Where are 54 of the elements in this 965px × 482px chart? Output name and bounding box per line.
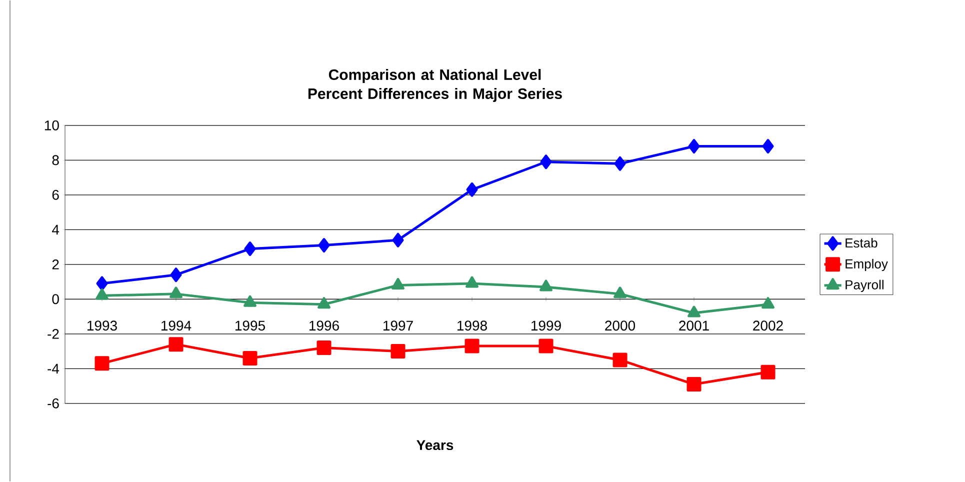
point [688,139,700,154]
x-tick-label: 1993 [88,320,117,331]
point [316,340,332,356]
y-tick-label: -2 [48,329,59,339]
point [96,276,108,291]
point [392,278,404,290]
x-tick-label: 1995 [236,320,265,331]
point [242,351,258,366]
y-tick-label: 6 [52,190,59,200]
x-tick-label: 1996 [310,320,339,331]
y-tick-label: 0 [52,294,59,304]
y-tick-label: -4 [48,364,60,374]
point [612,352,628,368]
x-tick-label: 1994 [162,320,192,331]
x-tick-label: 1997 [384,320,413,331]
point [688,306,700,318]
chart-title: Comparison at National Level Percent Differences in Major Series [308,69,562,102]
x-tick-label: 2000 [605,320,636,331]
point [96,288,108,300]
point [614,156,626,171]
legend-label: Employ [846,259,888,272]
point [686,377,702,392]
point [540,154,552,170]
y-tick-label: 2 [52,260,59,270]
x-tick-label: 2002 [753,320,783,331]
y-tick-label: 10 [44,120,59,130]
point [318,238,330,253]
x-tick-label: 1998 [458,320,487,331]
point [614,286,626,298]
point [466,182,478,198]
x-axis-title: Years [416,440,454,450]
point [540,280,552,292]
x-tick-label: 2001 [679,320,709,331]
x-tick-label: 1999 [532,320,561,331]
point [466,276,478,288]
point [760,364,776,380]
point [94,356,110,371]
y-tick-label: 4 [52,224,60,235]
point [170,268,182,282]
point [318,297,330,309]
point [390,344,406,359]
point [244,295,256,307]
legend-label: Payroll [846,280,884,292]
point [244,242,256,256]
point [762,297,774,309]
y-tick-label: -6 [48,398,59,408]
point [168,337,184,352]
point [392,232,404,248]
point [464,338,480,354]
point [762,139,774,154]
point [170,286,182,298]
legend-label: Estab [846,238,878,248]
point [538,338,554,354]
y-tick-label: 8 [52,155,59,166]
